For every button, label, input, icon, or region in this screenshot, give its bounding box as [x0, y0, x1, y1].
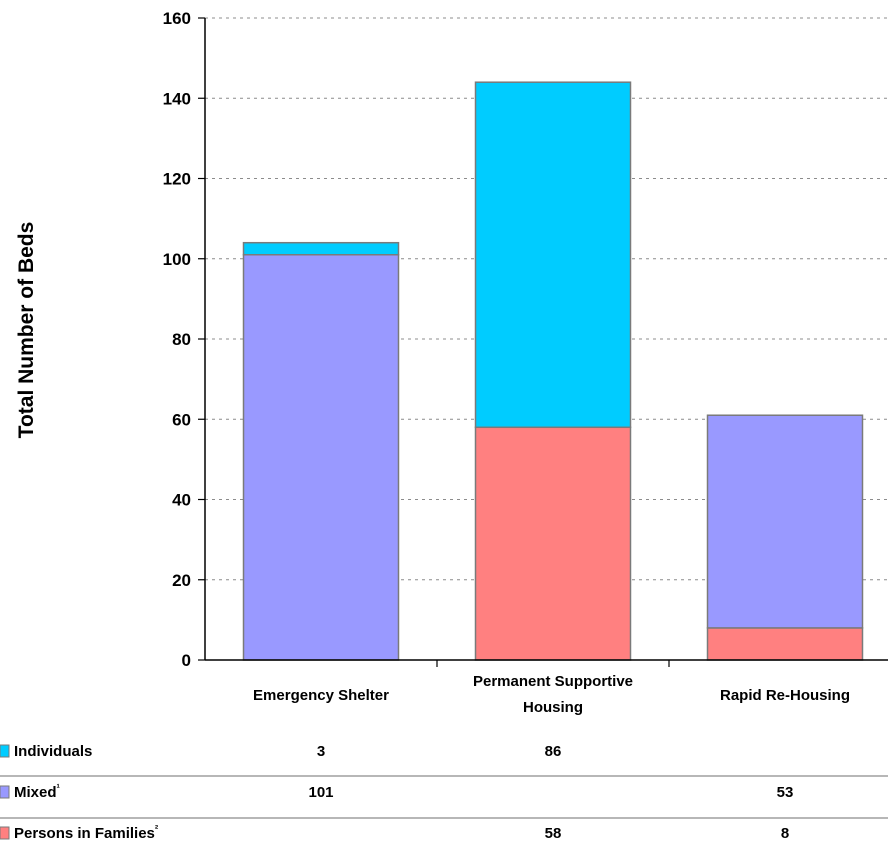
- category-label: Rapid Re-Housing: [720, 687, 850, 704]
- data-label: 101: [308, 784, 333, 801]
- bar-segment: [242, 253, 400, 661]
- bars: [242, 81, 864, 661]
- data-label: 8: [781, 825, 789, 842]
- category-label: Permanent Supportive: [473, 673, 633, 690]
- y-tick-label: 40: [172, 491, 191, 510]
- bar-segment: [706, 627, 864, 661]
- footnote-marker: ¹: [57, 783, 61, 794]
- y-tick-label: 20: [172, 571, 191, 590]
- y-tick-label: 160: [163, 9, 191, 28]
- data-label: 86: [545, 743, 562, 760]
- legend-label: Mixed¹: [14, 783, 61, 801]
- y-tick-label: 120: [163, 170, 191, 189]
- bar-segment: [242, 241, 400, 256]
- y-tick-label: 100: [163, 250, 191, 269]
- legend-label: Persons in Families²: [14, 824, 159, 842]
- y-tick-label: 140: [163, 89, 191, 108]
- axes: [198, 17, 888, 667]
- y-tick-label: 0: [182, 651, 191, 670]
- y-tick-label: 80: [172, 330, 191, 349]
- footnote-marker: ²: [155, 824, 159, 835]
- category-label: Housing: [523, 699, 583, 716]
- data-label: 3: [317, 743, 325, 760]
- bar-segment: [474, 81, 632, 429]
- axis-labels: 0 20 40 60 80 100 120 140 160 Emergency Shelter Pe…: [163, 9, 850, 716]
- y-axis-title: Total Number of Beds: [15, 222, 38, 439]
- legend-swatch: [0, 744, 10, 758]
- category-label: Emergency Shelter: [253, 687, 389, 704]
- bar-segment: [706, 414, 864, 629]
- legend-swatch: [0, 826, 10, 840]
- data-label: 53: [777, 784, 794, 801]
- y-tick-label: 60: [172, 410, 191, 429]
- data-label: 58: [545, 825, 562, 842]
- data-table: Individuals 3 86 Mixed¹ 101 53 Persons in Fami…: [0, 743, 888, 842]
- bar-segment: [474, 426, 632, 661]
- legend-swatch: [0, 785, 10, 799]
- legend-label: Individuals: [14, 743, 92, 760]
